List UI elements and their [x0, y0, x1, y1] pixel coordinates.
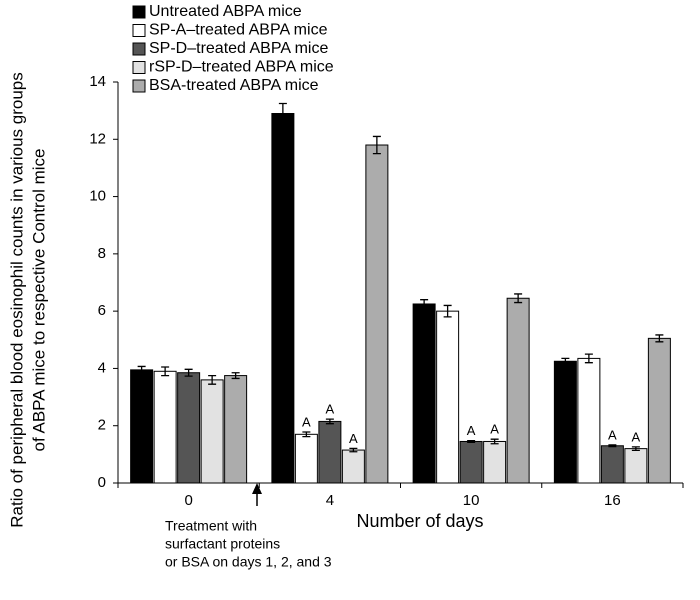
x-axis-label: Number of days: [356, 511, 483, 531]
y-tick-label: 0: [98, 474, 106, 491]
legend-label: SP-D–treated ABPA mice: [149, 40, 328, 57]
bar: [177, 372, 201, 484]
significance-label: A: [608, 427, 617, 442]
error-bar: [561, 357, 570, 365]
bar: [506, 297, 530, 484]
significance-label: A: [467, 423, 476, 438]
treatment-note: Treatment with: [165, 518, 257, 534]
legend-swatch: [132, 5, 146, 19]
legend-swatch: [132, 61, 146, 74]
error-bar: [584, 353, 593, 364]
legend-swatch: [132, 24, 146, 37]
error-bar: [443, 304, 452, 318]
error-bar: [608, 444, 617, 448]
bar: [459, 440, 483, 484]
bar: [436, 310, 460, 484]
bar: [553, 360, 577, 484]
error-bar: [184, 368, 193, 377]
error-bar: [278, 102, 287, 125]
bar: [624, 448, 648, 484]
x-tick-label: 4: [326, 492, 334, 509]
bar: [200, 379, 224, 484]
error-bar: [231, 372, 240, 380]
legend-swatch: [132, 79, 146, 93]
error-bar: [325, 418, 334, 425]
treatment-note: surfactant proteins: [165, 536, 280, 552]
y-tick-label: 6: [98, 302, 106, 319]
treatment-note: or BSA on days 1, 2, and 3: [165, 554, 332, 570]
bar: [412, 303, 436, 484]
significance-label: A: [490, 422, 499, 437]
significance-label: A: [632, 429, 641, 444]
arrow-head: [252, 483, 262, 494]
significance-label: A: [326, 402, 335, 417]
error-bar: [349, 447, 358, 453]
y-tick-label: 4: [98, 359, 106, 376]
error-bar: [490, 438, 499, 445]
error-bar: [467, 439, 476, 443]
error-bar: [372, 135, 381, 155]
legend-label: rSP-D–treated ABPA mice: [149, 59, 334, 76]
y-tick-label: 12: [89, 130, 106, 147]
legend-swatch: [132, 42, 146, 56]
significance-label: A: [302, 414, 311, 429]
y-tick-label: 8: [98, 245, 106, 262]
y-axis-label: Ratio of peripheral blood eosinophil cou…: [7, 72, 26, 528]
y-tick-label: 10: [89, 188, 106, 205]
error-bar: [137, 365, 146, 374]
error-bar: [208, 374, 217, 385]
bar: [153, 370, 177, 484]
x-tick-label: 0: [184, 492, 192, 509]
bar: [271, 113, 295, 484]
legend-label: SP-A–treated ABPA mice: [149, 22, 328, 39]
y-tick-label: 14: [89, 73, 106, 90]
error-bar: [514, 293, 523, 304]
significance-label: A: [349, 431, 358, 446]
error-bar: [631, 446, 640, 451]
bar: [600, 445, 624, 484]
y-axis-label: of ABPA mice to respective Control mice: [29, 149, 48, 452]
bar: [130, 369, 154, 484]
bar: [318, 420, 342, 484]
bar: [341, 449, 365, 484]
x-tick-label: 16: [604, 492, 621, 509]
error-bar: [655, 334, 664, 343]
bar: [483, 440, 507, 484]
y-tick-label: 2: [98, 417, 106, 434]
bar: [365, 144, 389, 484]
legend-label: BSA-treated ABPA mice: [149, 77, 319, 94]
legend-label: Untreated ABPA mice: [149, 3, 302, 20]
bar: [294, 433, 318, 484]
bar: [577, 357, 601, 484]
bar: [224, 375, 248, 484]
error-bar: [302, 431, 311, 438]
x-tick-label: 10: [463, 492, 480, 509]
error-bar: [420, 299, 429, 309]
error-bar: [161, 366, 170, 377]
bar: [647, 337, 671, 484]
